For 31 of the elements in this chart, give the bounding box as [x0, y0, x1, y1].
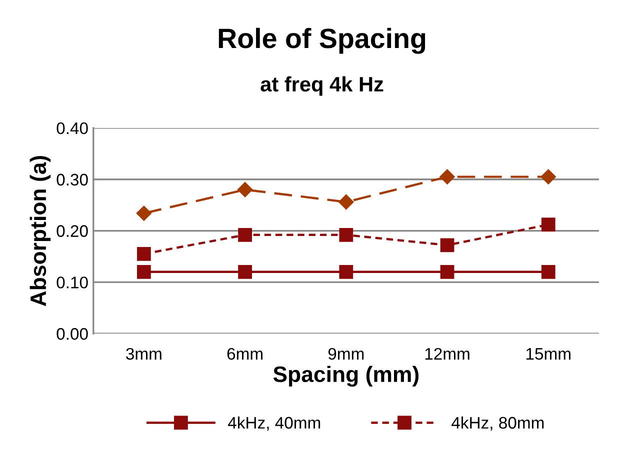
point	[440, 169, 455, 184]
point	[136, 206, 152, 221]
y-axis-title: Absorption (a)	[30, 156, 51, 306]
point	[339, 264, 354, 279]
legend-label: 4kHz, 40mm	[228, 416, 320, 431]
point	[238, 264, 252, 279]
point	[440, 238, 454, 252]
chart-subtitle: at freq 4k Hz	[260, 76, 384, 96]
y-tick-label: 0.10	[56, 276, 88, 288]
x-tick-label: 15mm	[526, 348, 570, 360]
x-tick-label: 12mm	[425, 348, 470, 360]
point	[440, 264, 454, 279]
y-tick-label: 0.30	[56, 174, 88, 186]
x-axis-title: Spacing (mm)	[273, 366, 419, 387]
point	[237, 182, 253, 198]
point	[136, 246, 151, 261]
point	[338, 194, 354, 210]
x-tick-label: 9mm	[328, 348, 364, 360]
y-tick-label: 0.40	[56, 122, 88, 134]
point	[136, 264, 151, 279]
x-tick-label: 3mm	[126, 348, 162, 360]
point	[541, 264, 556, 279]
legend-label: 4kHz, 80mm	[452, 416, 544, 431]
point	[339, 228, 354, 242]
point	[540, 169, 556, 184]
point	[541, 218, 556, 232]
x-tick-label: 6mm	[227, 348, 262, 360]
y-tick-label: 0.20	[56, 225, 88, 237]
point	[238, 228, 252, 242]
y-tick-label: 0.00	[56, 328, 88, 340]
chart-title: Role of Spacing	[218, 28, 426, 54]
